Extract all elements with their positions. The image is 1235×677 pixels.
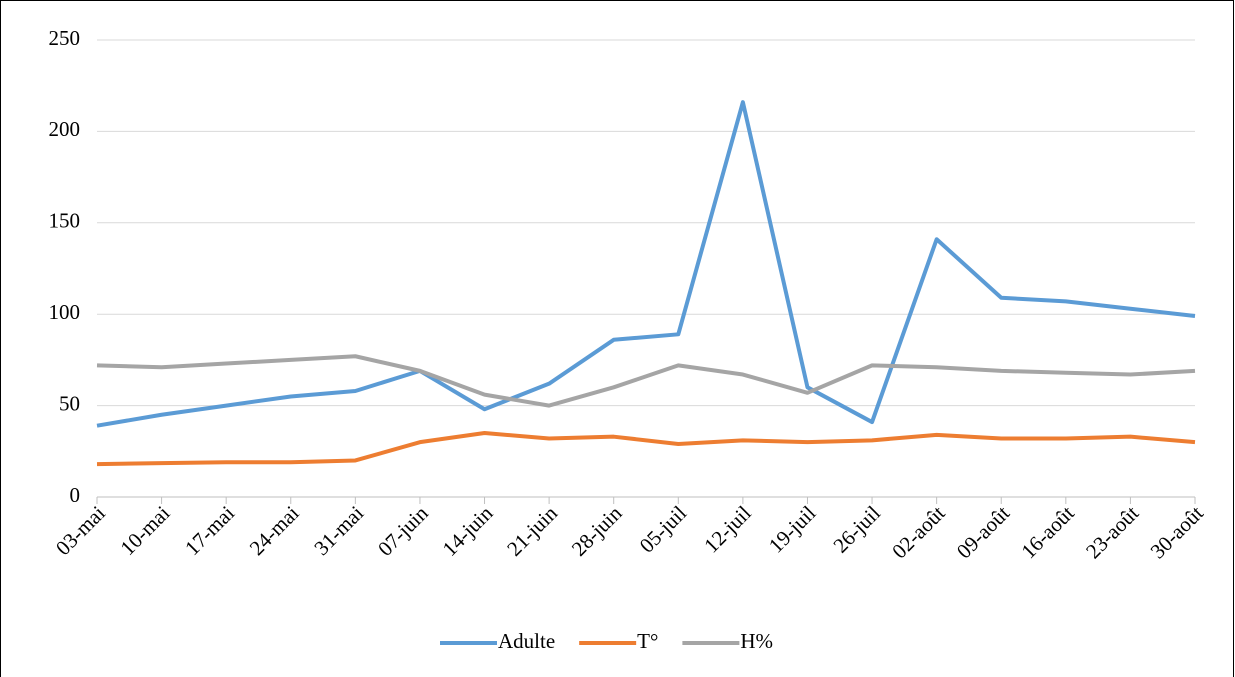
x-tick-label: 03-mai [51, 501, 110, 560]
y-tick-label: 50 [59, 391, 80, 415]
legend-label: Adulte [498, 629, 555, 653]
x-tick-label: 07-juin [373, 501, 433, 561]
y-tick-label: 250 [49, 26, 81, 50]
x-tick-label: 24-mai [245, 501, 304, 560]
legend: Adulte T° H% [440, 629, 773, 653]
x-tick-label: 09-août [952, 501, 1014, 563]
x-tick-label: 26-juil [828, 501, 885, 558]
y-tick-label: 100 [49, 300, 81, 324]
x-tick-label: 16-août [1016, 501, 1078, 563]
legend-label: T° [637, 629, 658, 653]
x-tick-label: 02-août [887, 501, 949, 563]
x-tick-label: 28-juin [567, 501, 627, 561]
x-tick-label: 19-juil [764, 501, 821, 558]
y-tick-label: 0 [70, 483, 81, 507]
x-tick-label: 31-mai [309, 501, 368, 560]
x-tick-label: 05-juil [635, 501, 692, 558]
x-tick-label: 23-août [1081, 501, 1143, 563]
x-tick-label: 14-juin [438, 501, 498, 561]
y-tick-label: 150 [49, 209, 81, 233]
legend-label: H% [740, 629, 773, 653]
series-line [96, 431, 1196, 467]
x-tick-label: 17-mai [180, 501, 239, 560]
series-line [96, 100, 1196, 428]
x-tick-label: 10-mai [115, 501, 174, 560]
series-line [96, 354, 1196, 408]
x-tick-label: 30-août [1146, 501, 1208, 563]
y-tick-label: 200 [49, 117, 81, 141]
x-tick-label: 12-juil [699, 501, 756, 558]
x-tick-label: 21-juin [502, 501, 562, 561]
